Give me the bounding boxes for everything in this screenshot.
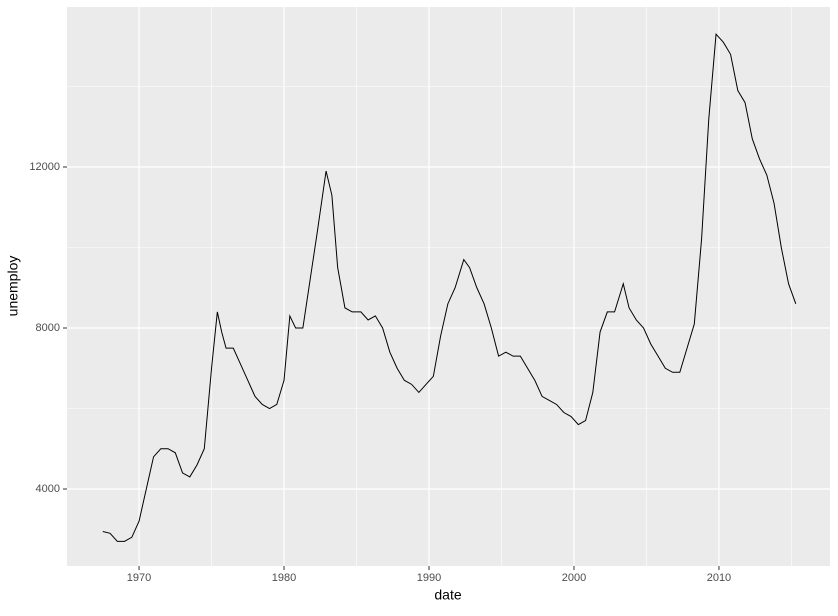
x-tick-label: 1980 [272,572,296,584]
x-tick-label: 1970 [127,572,151,584]
x-tick-label: 2010 [707,572,731,584]
y-tick-label: 12000 [29,161,60,173]
y-tick-label: 4000 [36,483,60,495]
x-axis-title: date [434,587,461,603]
plot-background [67,7,830,566]
x-tick-label: 2000 [562,572,586,584]
x-tick-label: 1990 [417,572,441,584]
data-line [102,32,797,542]
y-axis-title: unemploy [5,256,21,317]
y-tick-label: 8000 [36,322,60,334]
